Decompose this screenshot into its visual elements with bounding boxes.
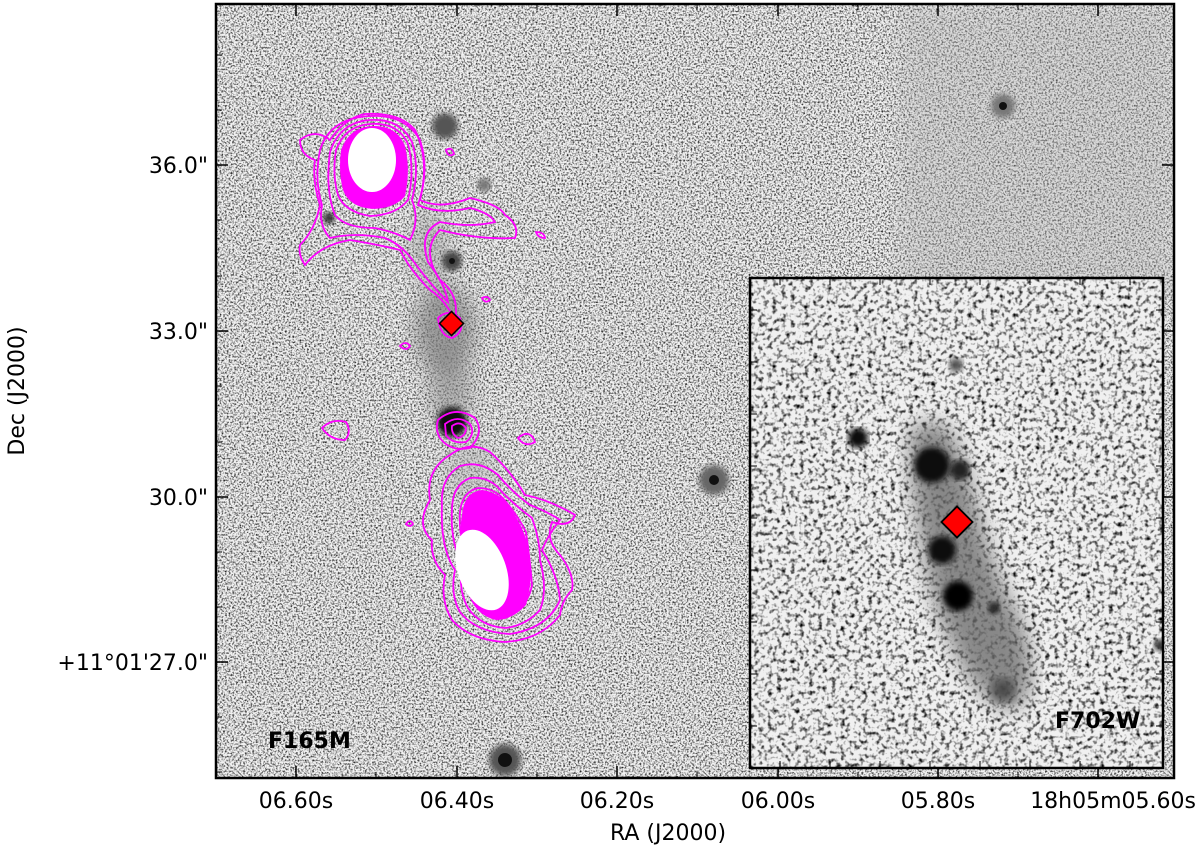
- inset-galaxy-emission: [848, 358, 1163, 710]
- y-tick-label: 33.0": [149, 320, 208, 345]
- inset-source-marker: [940, 505, 974, 539]
- x-tick-labels: 06.60s 06.40s 06.20s 06.00s 05.80s 18h05…: [259, 789, 1196, 814]
- inset-ticks: [750, 278, 1163, 768]
- main-band-label: F165M: [268, 729, 351, 754]
- inset-band-label: F702W: [1055, 709, 1140, 734]
- y-tick-label: +11°01'27.0": [57, 651, 208, 676]
- y-axis-title: Dec (J2000): [5, 326, 30, 455]
- main-minor-ticks: [216, 4, 1019, 778]
- source-position-marker: [438, 310, 465, 337]
- inset-image-panel: F702W: [750, 278, 1163, 768]
- y-tick-label: 36.0": [149, 154, 208, 179]
- inset-panel-frame: [748, 276, 1165, 770]
- x-tick-label: 06.60s: [259, 789, 333, 814]
- x-tick-label: 05.80s: [901, 789, 975, 814]
- x-tick-label: 18h05m05.60s: [1030, 789, 1196, 814]
- main-panel-frame: [214, 2, 1176, 780]
- x-tick-label: 06.40s: [420, 789, 494, 814]
- x-axis-title: RA (J2000): [610, 821, 726, 846]
- radio-contours: [298, 112, 577, 643]
- x-tick-label: 06.20s: [580, 789, 654, 814]
- y-tick-labels: 36.0" 33.0" 30.0" +11°01'27.0": [57, 154, 208, 676]
- y-tick-label: 30.0": [149, 486, 208, 511]
- x-tick-label: 06.00s: [741, 789, 815, 814]
